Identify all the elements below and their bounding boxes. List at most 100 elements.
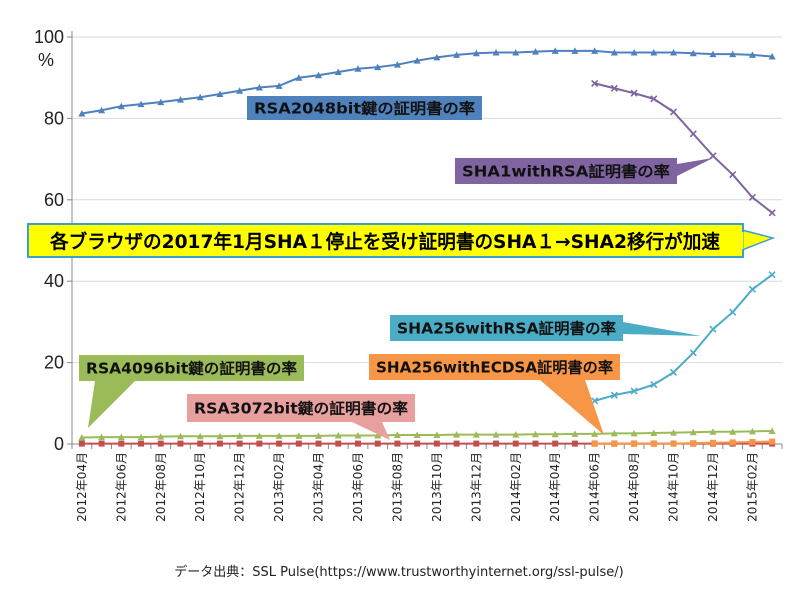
- callout-5: SHA256withECDSA証明書の率: [369, 354, 620, 435]
- data-point: [729, 439, 736, 446]
- data-point: [512, 431, 520, 438]
- x-tick-label: 2014年06月: [588, 452, 602, 522]
- data-point: [670, 48, 678, 56]
- x-tick-label: 2013年10月: [430, 452, 444, 522]
- data-point: [650, 381, 658, 389]
- data-point: [729, 428, 737, 435]
- y-tick-label: 100: [34, 27, 64, 47]
- data-point: [650, 95, 658, 103]
- x-tick-label: 2014年08月: [627, 452, 641, 522]
- x-tick-label: 2013年02月: [272, 452, 286, 522]
- gridlines: [72, 36, 782, 364]
- callouts-layer: RSA2048bit鍵の証明書の率 SHA1withRSA証明書の率 SHA256w…: [79, 96, 713, 440]
- data-point: [768, 53, 776, 60]
- data-point: [472, 431, 480, 438]
- data-point: [334, 431, 342, 439]
- data-point: [650, 440, 657, 447]
- x-tick-label: 2012年06月: [114, 452, 128, 522]
- callout-tail: [677, 158, 713, 176]
- data-point: [631, 440, 638, 447]
- x-tick-label: 2014年12月: [706, 452, 720, 522]
- data-point: [571, 47, 579, 54]
- series-label: SHA256withECDSA証明書の率: [376, 358, 613, 376]
- callout-4: RSA3072bit鍵の証明書の率: [187, 394, 415, 440]
- callout-tail: [352, 422, 390, 440]
- data-point: [117, 102, 125, 110]
- data-point: [315, 440, 322, 447]
- data-point: [176, 96, 184, 103]
- data-point: [532, 440, 539, 447]
- data-point: [709, 152, 717, 160]
- callout-tail: [623, 322, 701, 336]
- data-point: [669, 108, 678, 116]
- x-tick-label: 2014年10月: [667, 452, 681, 522]
- data-point: [473, 440, 480, 447]
- x-tick-label: 2014年02月: [509, 452, 523, 522]
- x-tick-label: 2013年08月: [390, 452, 404, 522]
- callout-box: [369, 354, 620, 380]
- data-point: [769, 438, 776, 445]
- data-point: [394, 440, 401, 447]
- data-point: [117, 433, 125, 441]
- y-axis-tick-labels: 0 20 40 60 80 100: [34, 27, 64, 454]
- data-point: [98, 106, 106, 114]
- data-point: [689, 49, 697, 57]
- data-point: [670, 429, 678, 436]
- data-point: [137, 433, 145, 441]
- data-point: [472, 49, 480, 57]
- data-point: [689, 428, 697, 436]
- data-point: [690, 440, 697, 447]
- y-tick-label: 0: [54, 434, 64, 454]
- data-point: [729, 50, 737, 58]
- y-tick-label: 60: [44, 190, 64, 210]
- banner-tail: [741, 229, 776, 252]
- y-axis-unit: %: [38, 50, 54, 70]
- data-point: [78, 433, 86, 441]
- data-point: [433, 53, 441, 61]
- data-point: [591, 430, 599, 437]
- data-point: [255, 83, 263, 91]
- callout-1: SHA1withRSA証明書の率: [455, 158, 713, 184]
- data-point: [669, 368, 678, 376]
- series-5: [591, 438, 776, 447]
- data-point: [374, 431, 382, 439]
- data-point: [374, 63, 382, 71]
- data-point: [610, 391, 618, 399]
- data-point: [295, 432, 303, 439]
- data-point: [709, 325, 717, 333]
- data-point: [236, 87, 244, 94]
- data-point: [531, 430, 539, 438]
- data-point: [315, 71, 323, 79]
- data-point: [197, 440, 204, 447]
- data-point: [768, 209, 776, 217]
- x-axis-tick-labels: 2012年04月 2012年06月 2012年08月 2012年10月 2012年12月…: [75, 452, 760, 522]
- callout-tail: [540, 380, 604, 435]
- data-point: [413, 57, 421, 64]
- data-point: [275, 82, 283, 89]
- data-point: [630, 429, 638, 437]
- data-point: [630, 89, 638, 97]
- series-label: SHA1withRSA証明書の率: [462, 162, 670, 180]
- x-tick-label: 2015年02月: [745, 452, 759, 522]
- data-point: [196, 432, 204, 440]
- data-point: [276, 440, 283, 447]
- data-point: [610, 429, 618, 437]
- series-label: RSA2048bit鍵の証明書の率: [254, 99, 475, 117]
- annotation-banner: 各ブラウザの2017年1月SHA１停止を受け証明書のSHA１→SHA2移行が加速: [27, 223, 776, 258]
- y-tick-label: 80: [44, 108, 64, 128]
- series-3: [78, 427, 776, 441]
- data-point: [748, 51, 756, 58]
- series-label: RSA3072bit鍵の証明書の率: [194, 399, 408, 417]
- data-point: [492, 48, 500, 56]
- callout-box: [247, 96, 482, 120]
- data-point: [334, 68, 342, 76]
- x-tick-label: 2013年12月: [469, 452, 483, 522]
- data-point: [512, 440, 519, 447]
- annotation-text: 各ブラウザの2017年1月SHA１停止を受け証明書のSHA１→SHA2移行が加速: [49, 230, 720, 253]
- data-point: [453, 440, 460, 447]
- data-point: [630, 48, 638, 56]
- data-point: [650, 429, 658, 437]
- callout-box: [455, 158, 677, 184]
- data-point: [453, 431, 461, 438]
